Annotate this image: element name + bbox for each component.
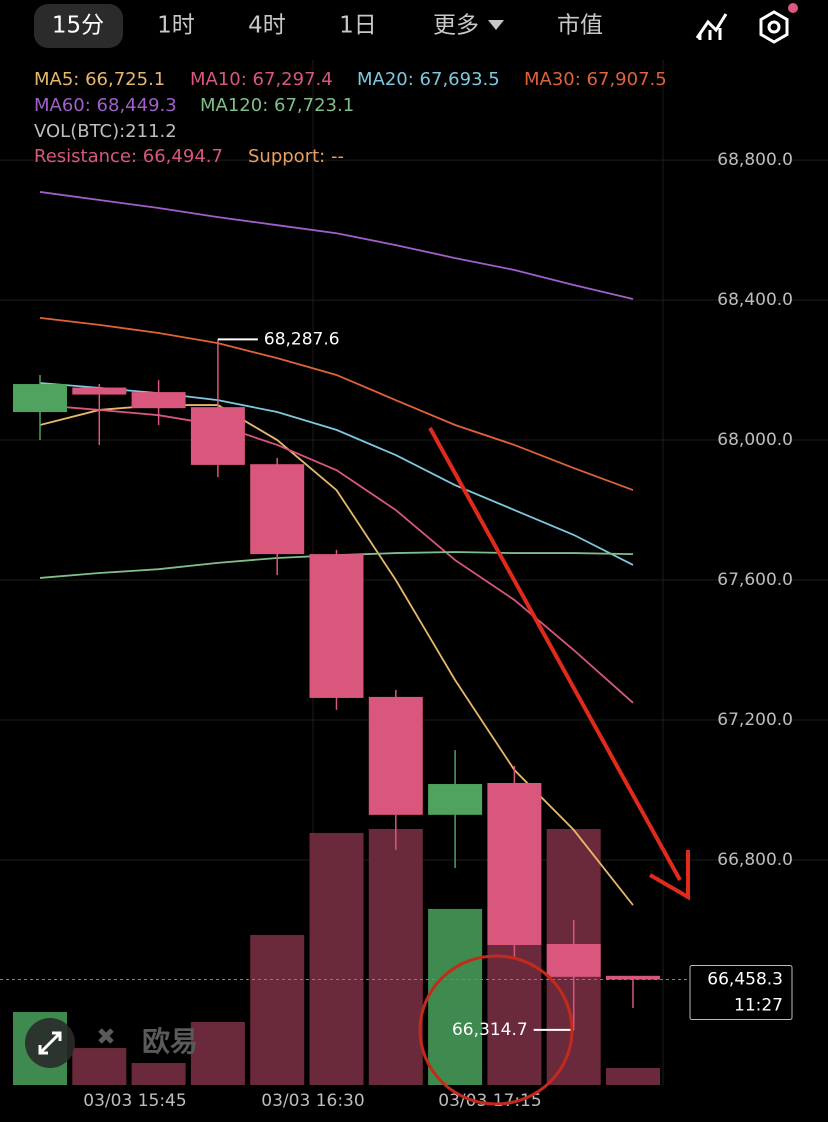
volume-bar	[131, 1063, 186, 1085]
volume-label: VOL(BTC):211.2	[34, 121, 177, 142]
tab-active-bg	[34, 4, 123, 48]
candle-body	[428, 784, 483, 815]
candle-body	[13, 384, 67, 413]
y-tick-label: 67,200.0	[717, 710, 793, 730]
candle-body	[250, 464, 305, 555]
candle-body	[487, 782, 542, 946]
candle-body	[131, 392, 186, 409]
countdown: 11:27	[734, 996, 783, 1016]
tab[interactable]: 1时	[157, 13, 195, 39]
y-tick-label: 68,000.0	[717, 430, 793, 450]
volume-bar	[309, 832, 364, 1085]
logo	[98, 1028, 114, 1044]
volume-bar	[606, 1067, 660, 1085]
candle-body	[190, 407, 245, 465]
ma-line	[39, 317, 634, 491]
tab[interactable]: 更多	[433, 13, 479, 39]
indicator: MA5: 66,725.1	[34, 69, 165, 90]
y-tick-label: 68,400.0	[717, 290, 793, 310]
support: Support: --	[248, 146, 344, 167]
tab[interactable]: 4时	[248, 13, 286, 39]
high-label: 68,287.6	[264, 329, 340, 349]
x-tick-label: 03/03 17:15	[438, 1091, 541, 1111]
x-tick-label: 03/03 16:30	[261, 1091, 364, 1111]
volume-bar	[428, 908, 483, 1085]
last-price: 66,458.3	[707, 970, 783, 990]
volume-bar	[250, 934, 305, 1085]
volume-bar	[487, 945, 542, 1085]
candle-body	[546, 943, 601, 977]
ma-line	[39, 191, 634, 300]
candle-body	[72, 387, 127, 395]
candle-body	[606, 975, 660, 980]
watermark: 欧易	[142, 1025, 198, 1058]
ma-line	[39, 382, 634, 566]
indicator: MA60: 68,449.3	[34, 95, 177, 116]
drawn-arrow	[428, 427, 682, 881]
low-label: 66,314.7	[452, 1020, 528, 1040]
settings-icon[interactable]	[759, 3, 798, 44]
y-tick-label: 66,800.0	[717, 850, 793, 870]
last-price-box	[689, 965, 793, 1021]
y-tick-label: 67,600.0	[717, 570, 793, 590]
indicator: MA120: 67,723.1	[200, 95, 354, 116]
candle-body	[309, 554, 364, 698]
tab[interactable]: 市值	[557, 13, 603, 39]
tab[interactable]: 1日	[339, 13, 377, 39]
drawing-tool-icon[interactable]	[695, 13, 728, 40]
volume-bar	[368, 829, 423, 1085]
drawn-arrow-head	[648, 850, 690, 901]
x-tick-label: 03/03 15:45	[83, 1091, 186, 1111]
resistance: Resistance: 66,494.7	[34, 146, 223, 167]
indicator: MA30: 67,907.5	[524, 69, 667, 90]
volume-bar	[72, 1048, 127, 1085]
dropdown-icon	[488, 20, 504, 30]
candle-body	[368, 696, 423, 815]
volume-bar	[190, 1021, 245, 1085]
indicator: MA20: 67,693.5	[357, 69, 500, 90]
tab[interactable]: 15分	[52, 13, 104, 39]
drawn-circle	[418, 954, 574, 1106]
indicator: MA10: 67,297.4	[190, 69, 333, 90]
expand-button[interactable]	[25, 1018, 75, 1068]
y-tick-label: 68,800.0	[717, 150, 793, 170]
